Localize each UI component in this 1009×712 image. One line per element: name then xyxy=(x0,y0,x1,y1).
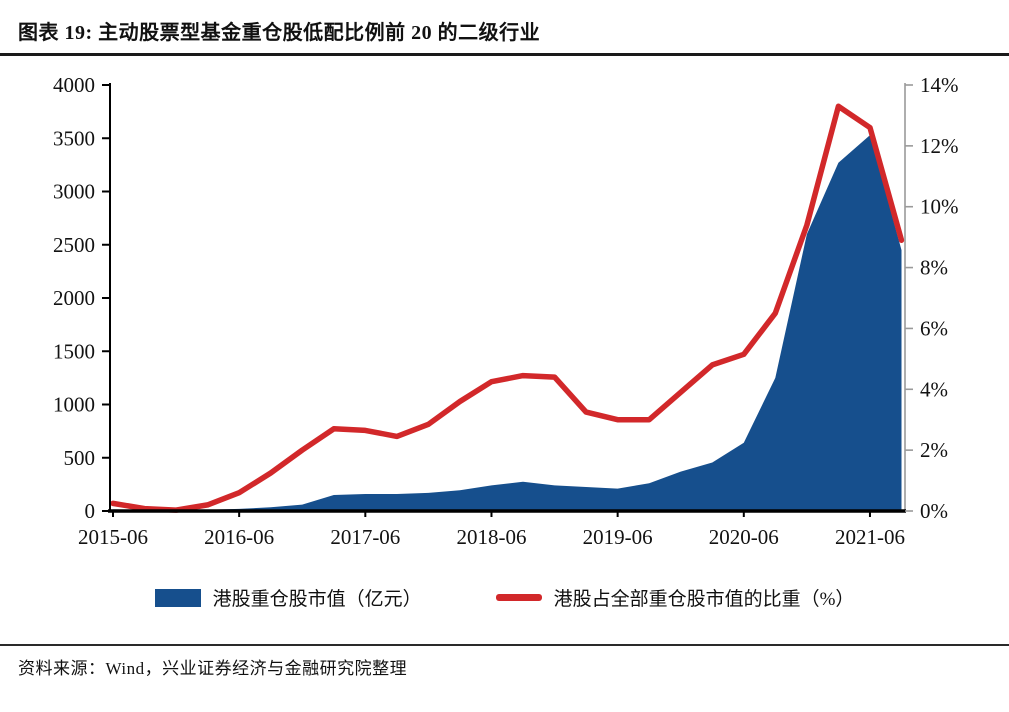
line-series-swatch xyxy=(495,594,542,601)
svg-text:2%: 2% xyxy=(920,438,948,462)
svg-text:0: 0 xyxy=(85,499,96,523)
legend-item-area: 港股重仓股市值（亿元） xyxy=(154,584,422,611)
chart-area: 0 500 1000 1500 2000 2500 3000 3500 4000 0% 2% 4% 6%… xyxy=(0,70,1009,575)
svg-text:2021-06: 2021-06 xyxy=(835,525,905,549)
svg-text:2000: 2000 xyxy=(53,286,95,310)
line-series xyxy=(110,103,905,513)
svg-text:2015-06: 2015-06 xyxy=(78,525,148,549)
footer-divider xyxy=(0,644,1009,646)
svg-text:3500: 3500 xyxy=(53,126,95,150)
svg-text:8%: 8% xyxy=(920,256,948,280)
svg-text:2500: 2500 xyxy=(53,233,95,257)
chart-legend: 港股重仓股市值（亿元） 港股占全部重仓股市值的比重（%） xyxy=(0,584,1009,611)
svg-text:2018-06: 2018-06 xyxy=(456,525,526,549)
svg-text:500: 500 xyxy=(64,446,96,470)
svg-text:6%: 6% xyxy=(920,316,948,340)
svg-text:4000: 4000 xyxy=(53,73,95,97)
svg-text:1000: 1000 xyxy=(53,393,95,417)
area-series xyxy=(113,135,902,511)
svg-text:0%: 0% xyxy=(920,499,948,523)
area-series-swatch xyxy=(154,588,201,607)
legend-item-line: 港股占全部重仓股市值的比重（%） xyxy=(495,584,855,611)
svg-text:10%: 10% xyxy=(920,195,959,219)
legend-label-line: 港股占全部重仓股市值的比重（%） xyxy=(553,589,855,610)
svg-text:1500: 1500 xyxy=(53,339,95,363)
svg-text:4%: 4% xyxy=(920,377,948,401)
svg-text:2019-06: 2019-06 xyxy=(583,525,653,549)
svg-text:2017-06: 2017-06 xyxy=(330,525,400,549)
svg-text:2016-06: 2016-06 xyxy=(204,525,274,549)
figure-title: 图表 19: 主动股票型基金重仓股低配比例前 20 的二级行业 xyxy=(0,0,1009,56)
data-source-note: 资料来源：Wind，兴业证券经济与金融研究院整理 xyxy=(18,659,408,678)
legend-label-area: 港股重仓股市值（亿元） xyxy=(212,589,422,610)
svg-text:14%: 14% xyxy=(920,73,959,97)
chart-canvas: 0 500 1000 1500 2000 2500 3000 3500 4000 0% 2% 4% 6%… xyxy=(53,73,959,549)
svg-text:3000: 3000 xyxy=(53,180,95,204)
svg-text:12%: 12% xyxy=(920,134,959,158)
svg-text:2020-06: 2020-06 xyxy=(709,525,779,549)
